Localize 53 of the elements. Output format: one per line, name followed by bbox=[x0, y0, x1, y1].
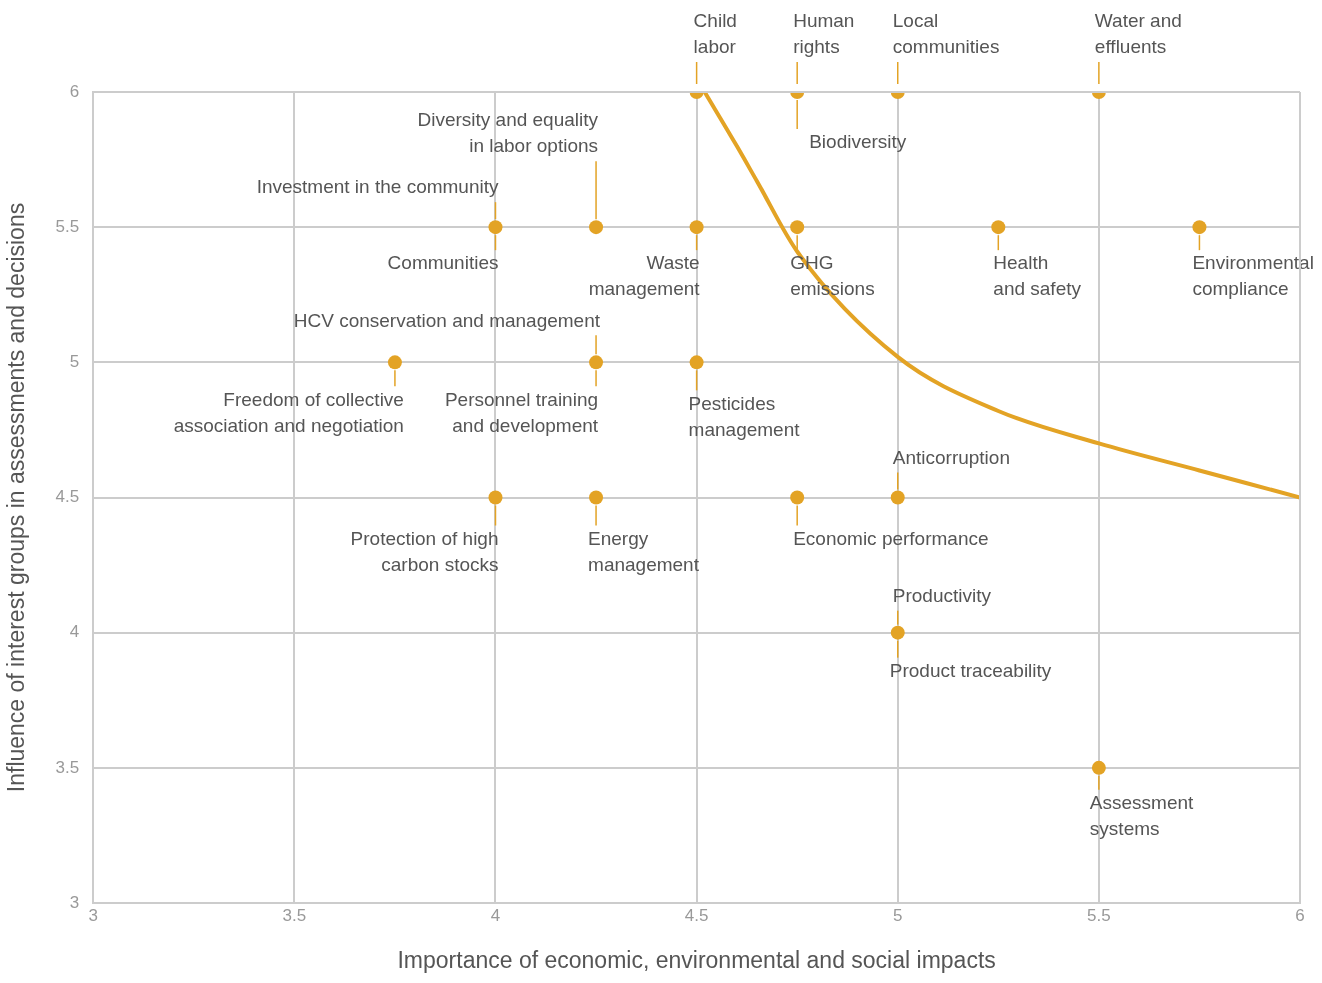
annotation: Energy management bbox=[588, 527, 700, 575]
point bbox=[1091, 760, 1106, 775]
annotation: Pesticides management bbox=[688, 392, 801, 440]
point bbox=[689, 355, 704, 370]
y-tick-label: 4 bbox=[69, 622, 80, 642]
annotation: Waste management bbox=[588, 252, 701, 300]
y-tick-label: 3 bbox=[69, 892, 80, 912]
point bbox=[890, 490, 905, 505]
point bbox=[790, 220, 805, 235]
y-tick-label: 4.5 bbox=[55, 487, 80, 507]
annotation: Productivity bbox=[892, 584, 992, 606]
annotation: Protection of high carbon stocks bbox=[350, 527, 499, 575]
point bbox=[991, 220, 1006, 235]
point bbox=[387, 355, 402, 370]
x-tick-label: 5.5 bbox=[1087, 905, 1111, 925]
annotation: Freedom of collective association and negotiation bbox=[173, 388, 404, 436]
x-tick-label: 4.5 bbox=[684, 905, 709, 925]
point bbox=[589, 355, 604, 370]
annotation: Human rights bbox=[793, 10, 855, 58]
x-tick-label: 3 bbox=[88, 905, 98, 925]
annotation: Anticorruption bbox=[892, 446, 1010, 468]
y-axis-title: Influence of interest groups in assessments and decisions bbox=[3, 202, 30, 793]
y-tick-label: 5.5 bbox=[55, 216, 80, 236]
annotation: Product traceability bbox=[889, 659, 1052, 681]
x-tick-label: 5 bbox=[893, 905, 903, 925]
annotation: Biodiversity bbox=[809, 131, 907, 153]
annotation: Personnel training and development bbox=[444, 388, 599, 436]
x-axis-title: Importance of economic, environmental and social impacts bbox=[397, 946, 996, 973]
point bbox=[689, 220, 704, 235]
annotation: Environmental compliance bbox=[1192, 252, 1314, 300]
annotation: Communities bbox=[387, 252, 499, 274]
point bbox=[1192, 220, 1207, 235]
point bbox=[589, 220, 604, 235]
annotation: Child labor bbox=[693, 10, 737, 58]
annotation: Assessment systems bbox=[1089, 792, 1195, 840]
x-tick-label: 4 bbox=[490, 905, 501, 925]
annotation: Diversity and equality in labor options bbox=[417, 109, 599, 157]
point bbox=[790, 490, 805, 505]
annotation: Water and effluents bbox=[1094, 10, 1182, 58]
y-tick-label: 5 bbox=[69, 352, 80, 372]
annotation: HCV conservation and management bbox=[293, 309, 601, 331]
annotation: Health and safety bbox=[993, 252, 1082, 300]
point bbox=[488, 490, 503, 505]
point bbox=[488, 220, 503, 235]
y-tick-label: 3.5 bbox=[55, 757, 80, 777]
x-tick-label: 6 bbox=[1295, 905, 1305, 925]
x-tick-label: 3.5 bbox=[282, 905, 307, 925]
annotation: Economic performance bbox=[793, 527, 989, 549]
annotation: Investment in the community bbox=[256, 176, 499, 198]
y-tick-label: 6 bbox=[69, 81, 80, 101]
point bbox=[589, 490, 604, 505]
annotation: Local communities bbox=[892, 10, 1000, 58]
point bbox=[890, 625, 905, 640]
